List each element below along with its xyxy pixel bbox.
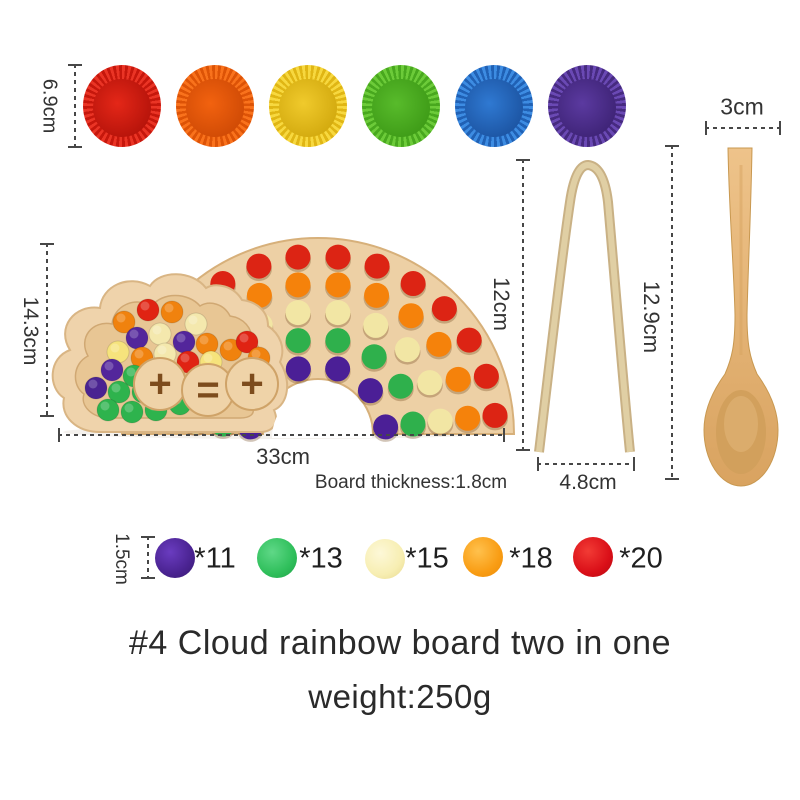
dimension-line [516,159,530,451]
math-disc-symbol: + [148,362,171,406]
dimension-line [665,145,679,480]
pompom-swatch-purple [155,538,195,578]
product-weight: weight:250g [308,678,492,715]
math-discs: + = + [133,357,279,417]
pompom-swatch-red [573,537,613,577]
pompom-count-red: *20 [619,542,663,575]
board-thickness-note: Board thickness:1.8cm [314,472,508,493]
product-title: #4 Cloud rainbow board two in one [129,624,671,662]
dimension-line [141,536,155,579]
wooden-spoon [703,147,779,487]
dimension-label: 14.3cm [19,296,42,366]
dimension-label: 4.8cm [559,471,617,494]
dimension-label: 6.9cm [38,78,61,134]
dimension-label: 1.5cm [111,533,132,585]
dimension-label: 12.9cm [639,280,664,354]
pompom-count-orange: *18 [509,542,553,575]
math-disc [225,357,279,411]
math-disc-symbol: = [196,368,219,412]
dimension-label: 3cm [720,93,764,120]
rainbow-board-illustration: + = + [51,237,516,442]
pompom-swatch-green [257,538,297,578]
cup-inner-bowl [372,78,430,138]
silicone-cup-red [83,65,161,147]
pompom-swatch-orange [463,537,503,577]
silicone-cup-yellow [269,65,347,147]
cup-inner-bowl [93,78,151,138]
wooden-tongs [534,159,635,453]
pompom-count-cream: *15 [405,542,449,575]
cup-inner-bowl [558,78,616,138]
dimension-line [40,243,54,417]
pompom-count-purple: *11 [194,542,236,575]
pompom-count-green: *13 [299,542,343,575]
cup-inner-bowl [186,78,244,138]
cup-inner-bowl [465,78,523,138]
dimension-line [537,457,635,471]
dimension-line [705,121,781,135]
dimension-label: 33cm [256,444,310,469]
cup-inner-bowl [279,78,337,138]
silicone-cup-green [362,65,440,147]
dimension-line [58,428,505,442]
silicone-cup-blue [455,65,533,147]
pompom-swatch-cream [365,539,405,579]
silicone-cup-purple [548,65,626,147]
spoon-bowl-highlight [724,396,758,452]
math-disc-symbol: + [240,362,263,406]
dimension-line [68,64,82,148]
dimension-label: 12cm [489,277,514,331]
silicone-cup-orange [176,65,254,147]
arch-cutout [272,388,372,438]
